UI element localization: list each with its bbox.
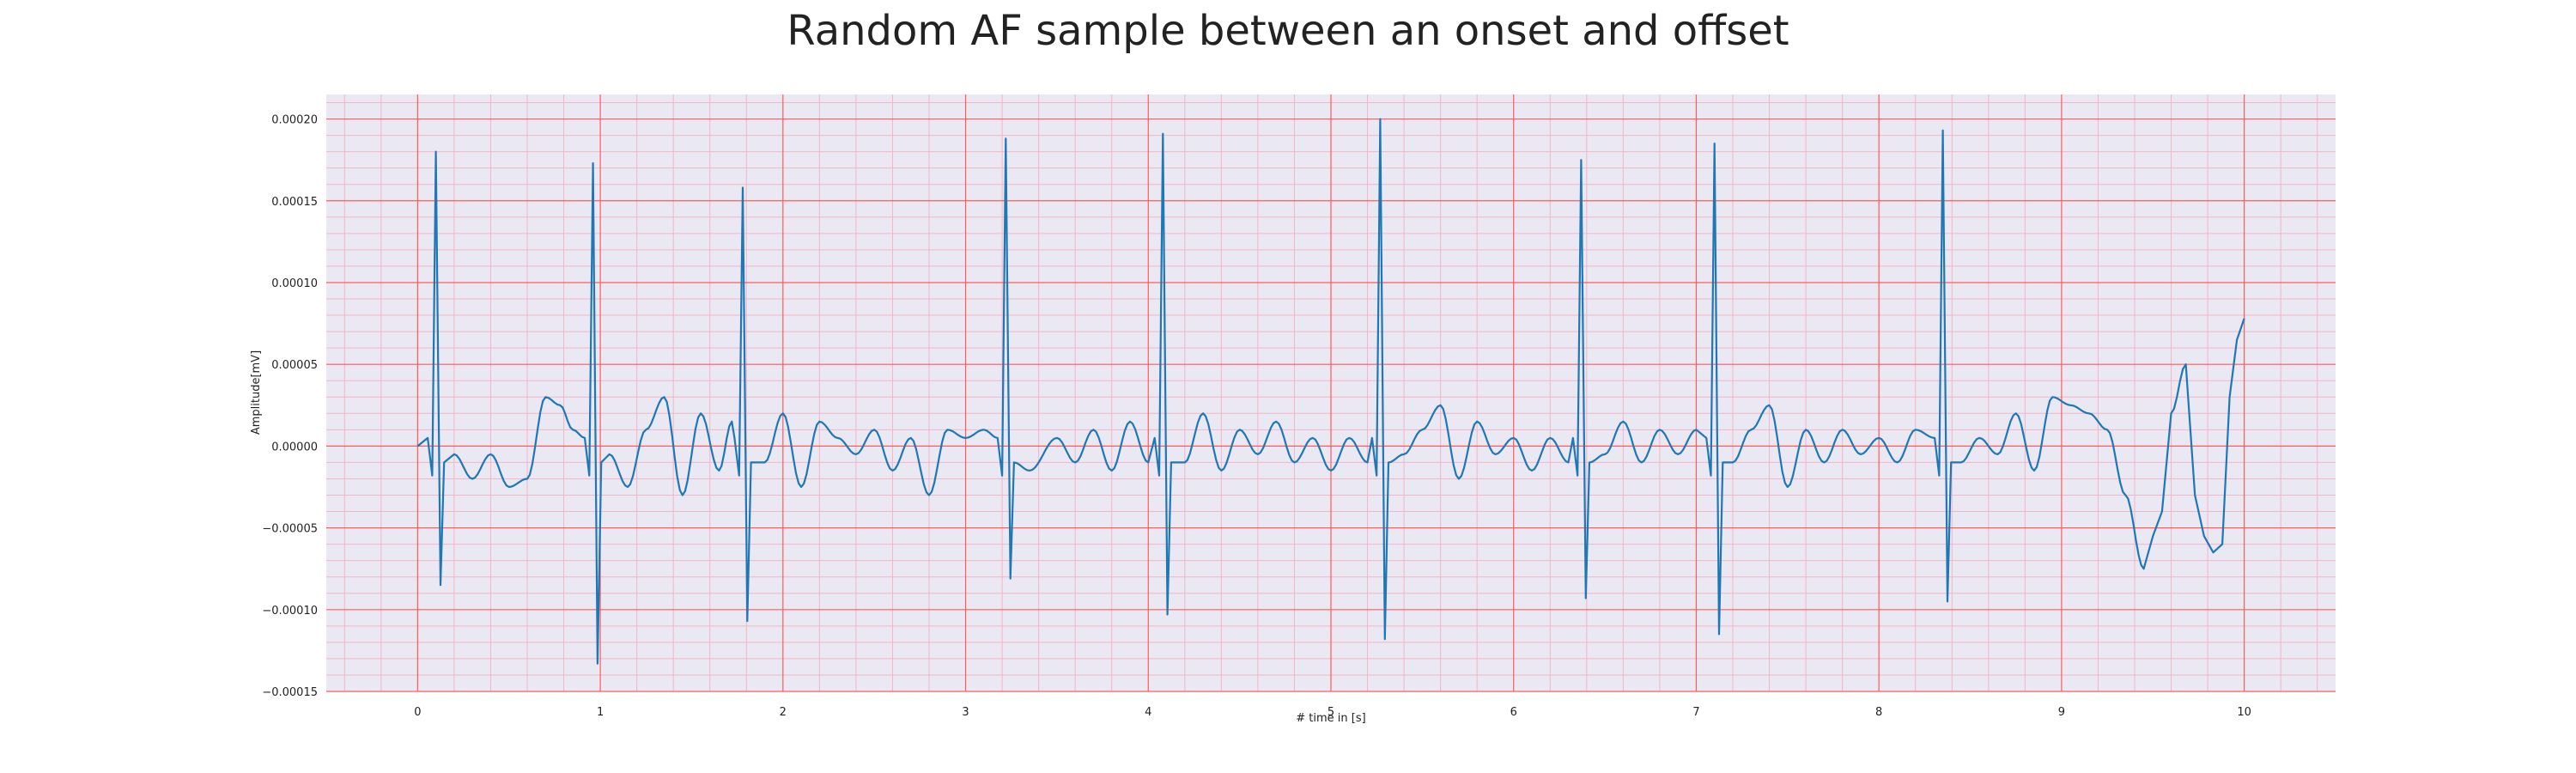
y-tick-label: −0.00005 xyxy=(262,523,318,536)
x-tick-label: 5 xyxy=(1327,706,1334,719)
x-tick-label: 2 xyxy=(780,706,787,719)
x-tick-label: 7 xyxy=(1692,706,1699,719)
x-tick-label: 1 xyxy=(597,706,604,719)
y-axis-ticks: −0.00015 −0.00010 −0.00005 0.00000 0.00005 0.… xyxy=(262,114,318,699)
chart-title: Random AF sample between an onset and of… xyxy=(787,7,1789,55)
x-tick-label: 4 xyxy=(1145,706,1151,719)
y-tick-label: 0.00005 xyxy=(271,359,318,372)
x-axis-ticks: 0 1 2 3 4 5 6 7 8 9 10 xyxy=(414,706,2251,719)
ecg-signal-line xyxy=(416,118,2245,665)
y-tick-label: 0.00015 xyxy=(271,196,318,209)
y-tick-label: −0.00010 xyxy=(262,605,318,618)
x-tick-label: 6 xyxy=(1510,706,1517,719)
y-tick-label: 0.00010 xyxy=(271,277,318,290)
y-tick-label: 0.00000 xyxy=(271,441,318,453)
x-axis-label: # time in [s] xyxy=(1296,712,1365,725)
y-axis-label: Amplitude[mV] xyxy=(250,350,263,435)
x-tick-label: 9 xyxy=(2058,706,2065,719)
x-tick-label: 0 xyxy=(414,706,421,719)
major-grid xyxy=(326,94,2336,692)
x-tick-label: 3 xyxy=(962,706,969,719)
x-tick-label: 10 xyxy=(2237,706,2251,719)
x-tick-label: 8 xyxy=(1875,706,1882,719)
y-tick-label: −0.00015 xyxy=(262,686,318,699)
y-tick-label: 0.00020 xyxy=(271,114,318,127)
